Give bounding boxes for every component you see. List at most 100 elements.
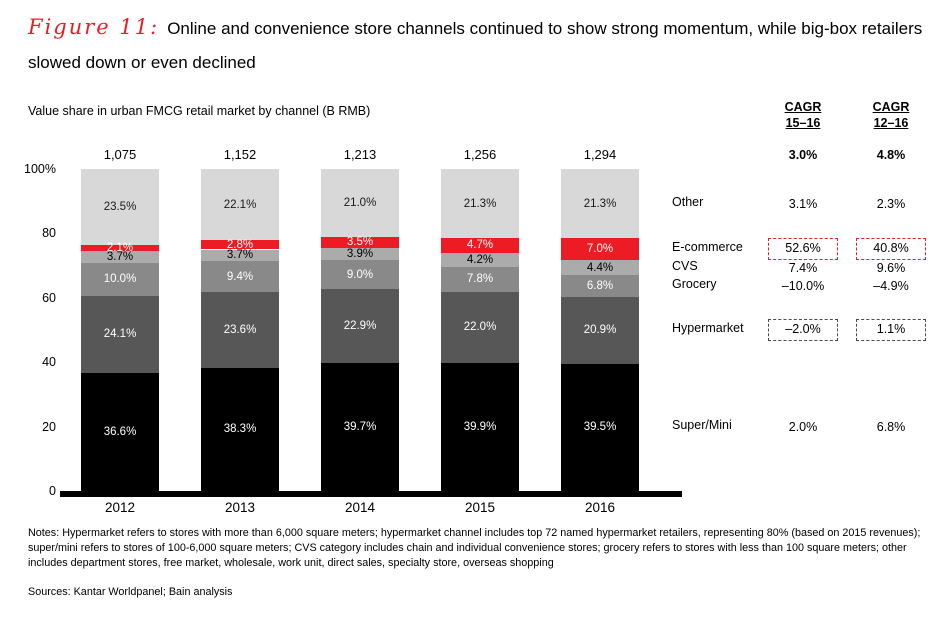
segment-value-label: 36.6% xyxy=(103,426,137,439)
x-category-label: 2013 xyxy=(224,500,256,515)
bar-segment-super-mini: 39.9% xyxy=(441,362,519,491)
segment-value-label: 22.1% xyxy=(223,198,257,211)
segment-value-label: 9.4% xyxy=(226,270,254,283)
bar-segment-e-commerce: 2.1% xyxy=(81,242,159,255)
channel-label: Grocery xyxy=(672,276,717,291)
segment-value-label: 2.8% xyxy=(226,238,254,251)
segment-value-label: 4.2% xyxy=(466,253,494,266)
bar-segment-cvs: 3.7% xyxy=(201,249,279,262)
segment-value-label: 21.3% xyxy=(583,197,617,210)
cagr-total-12-16: 4.8% xyxy=(876,148,906,162)
segment-value-label: 10.0% xyxy=(103,273,137,286)
bar-segment-super-mini: 39.5% xyxy=(561,363,639,491)
bar-segment-cvs: 3.9% xyxy=(321,247,399,261)
cagr-value-15-16: 7.4% xyxy=(788,260,818,275)
bar-segment-other: 23.5% xyxy=(81,169,159,245)
cagr-value-12-16: 2.3% xyxy=(876,196,906,211)
segment-value-label: 3.7% xyxy=(226,249,254,262)
y-tick-label: 20 xyxy=(42,419,56,434)
bar-segment-super-mini: 38.3% xyxy=(201,367,279,491)
segment-value-label: 7.0% xyxy=(586,243,614,256)
segment-value-label: 39.5% xyxy=(583,421,617,434)
figure-title-text: Online and convenience store channels co… xyxy=(28,19,923,72)
segment-value-label: 3.9% xyxy=(346,248,374,261)
figure-title: Figure 11: Online and convenience store c… xyxy=(28,10,928,80)
segment-value-label: 3.5% xyxy=(346,236,374,249)
channel-label: Other xyxy=(672,194,704,209)
x-category-label: 2012 xyxy=(104,500,136,515)
segment-value-label: 22.9% xyxy=(343,320,377,333)
y-tick-label: 0 xyxy=(49,484,56,498)
cagr-value-12-16: 40.8% xyxy=(856,238,926,261)
bar-segment-super-mini: 39.7% xyxy=(321,363,399,491)
segment-value-label: 23.5% xyxy=(103,200,137,213)
bar-segment-other: 21.0% xyxy=(321,169,399,237)
x-axis-line xyxy=(60,491,682,497)
cagr-value-15-16: –10.0% xyxy=(781,278,825,293)
bar-segment-grocery: 7.8% xyxy=(441,266,519,292)
y-tick-label: 60 xyxy=(42,290,56,305)
bar-segment-other: 21.3% xyxy=(441,169,519,238)
cagr-value-12-16: 6.8% xyxy=(876,420,906,435)
bar-total-label: 1,213 xyxy=(343,147,377,162)
bar-total-label: 1,075 xyxy=(103,147,137,162)
segment-value-label: 39.9% xyxy=(463,420,497,433)
x-category-label: 2016 xyxy=(584,500,616,515)
channel-label: CVS xyxy=(672,258,698,273)
cagr-value-12-16: –4.9% xyxy=(873,278,909,293)
bar-segment-hypermarket: 23.6% xyxy=(201,291,279,368)
channel-label: E-commerce xyxy=(672,240,743,255)
segment-value-label: 22.0% xyxy=(463,321,497,334)
segment-value-label: 24.1% xyxy=(103,328,137,341)
segment-value-label: 2.1% xyxy=(106,242,134,255)
cagr-column-header: 15–16 xyxy=(785,116,821,130)
chart-subtitle: Value share in urban FMCG retail market … xyxy=(28,104,371,118)
segment-value-label: 6.8% xyxy=(586,279,614,292)
cagr-column-header: CAGR xyxy=(784,100,822,114)
bar-segment-hypermarket: 22.0% xyxy=(441,291,519,363)
y-tick-label: 80 xyxy=(42,226,56,241)
segment-value-label: 4.4% xyxy=(586,261,614,274)
bar-segment-super-mini: 36.6% xyxy=(81,373,159,491)
x-category-label: 2014 xyxy=(344,500,376,515)
cagr-value-15-16: 52.6% xyxy=(768,238,838,261)
y-tick-label: 100% xyxy=(24,162,56,176)
channel-label: Super/Mini xyxy=(672,418,732,433)
segment-value-label: 3.7% xyxy=(106,251,134,264)
bar-segment-grocery: 9.0% xyxy=(321,260,399,290)
segment-value-label: 39.7% xyxy=(343,421,377,434)
segment-value-label: 21.3% xyxy=(463,197,497,210)
cagr-value-12-16: 1.1% xyxy=(856,319,926,342)
bar-segment-cvs: 4.2% xyxy=(441,253,519,267)
bar-total-label: 1,294 xyxy=(583,147,617,162)
cagr-total-15-16: 3.0% xyxy=(788,148,818,162)
bar-segment-hypermarket: 22.9% xyxy=(321,289,399,364)
bar-segment-e-commerce: 4.7% xyxy=(441,237,519,254)
bar-segment-hypermarket: 20.9% xyxy=(561,296,639,364)
cagr-value-12-16: 9.6% xyxy=(876,260,906,275)
bar-total-label: 1,152 xyxy=(223,147,257,162)
cagr-value-15-16: 2.0% xyxy=(788,420,818,435)
bar-segment-grocery: 6.8% xyxy=(561,274,639,297)
segment-value-label: 38.3% xyxy=(223,423,257,436)
bar-segment-cvs: 3.7% xyxy=(81,251,159,263)
bar-segment-grocery: 9.4% xyxy=(201,261,279,292)
sources-text: Sources: Kantar Worldpanel; Bain analysi… xyxy=(28,586,233,598)
figure-number-label: Figure 11: xyxy=(28,15,160,39)
y-tick-label: 40 xyxy=(42,355,56,370)
bar-segment-grocery: 10.0% xyxy=(81,263,159,296)
bar-segment-hypermarket: 24.1% xyxy=(81,295,159,374)
bar-total-label: 1,256 xyxy=(463,147,497,162)
cagr-column-header: 12–16 xyxy=(873,116,909,130)
bar-segment-e-commerce: 7.0% xyxy=(561,237,639,261)
segment-value-label: 9.0% xyxy=(346,268,374,281)
cagr-value-15-16: –2.0% xyxy=(768,319,838,342)
cagr-value-15-16: 3.1% xyxy=(788,196,818,211)
segment-value-label: 4.7% xyxy=(466,239,494,252)
x-category-label: 2015 xyxy=(464,500,496,515)
notes-text: Notes: Hypermarket refers to stores with… xyxy=(28,527,921,569)
bar-segment-e-commerce: 2.8% xyxy=(201,238,279,251)
channel-label: Hypermarket xyxy=(672,321,744,336)
